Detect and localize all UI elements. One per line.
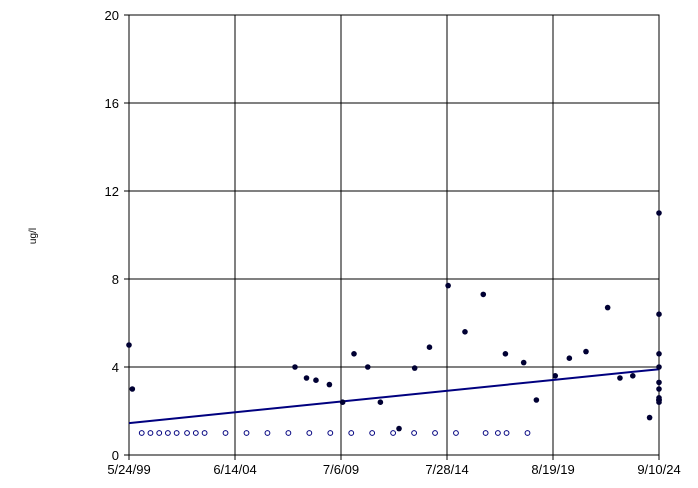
data-point [480,291,487,298]
nondetect-point [453,430,459,436]
data-point [445,282,451,289]
data-points [126,210,662,436]
data-point [364,364,371,370]
data-point [656,379,662,386]
x-axis-ticks: 5/24/99 6/14/04 7/6/09 7/28/14 8/19/19 9/10/2… [107,455,681,477]
nondetect-point [327,430,334,436]
data-point [629,373,636,379]
x-tick-label: 8/19/19 [531,462,574,477]
x-tick-label: 5/24/99 [107,462,150,477]
nondetect-point [369,430,376,436]
data-point [604,304,611,311]
data-point [292,364,298,370]
trend-line [128,368,660,425]
data-point [583,348,589,355]
grid [129,15,659,455]
nondetect-point [192,430,199,436]
data-point [502,351,509,357]
nondetect-point [411,430,418,436]
nondetect-point [494,430,501,436]
y-tick-label: 8 [112,272,119,287]
plot-area-border [128,14,660,456]
data-point [303,375,310,381]
nondetect-point [306,430,313,436]
data-point [462,329,468,335]
data-point [129,386,136,392]
data-point [656,210,662,216]
data-point [656,311,662,318]
nondetect-point [524,430,531,436]
data-point [339,399,346,406]
y-tick-label: 0 [112,448,119,463]
nondetect-point [503,430,510,436]
x-tick-label: 7/28/14 [425,462,468,477]
data-point [126,342,132,348]
y-tick-label: 16 [105,96,119,111]
data-point [656,386,662,392]
data-point [351,351,357,357]
nondetect-point [264,430,271,436]
data-point [326,381,333,388]
nondetect-point [222,430,229,436]
nondetect-point [285,430,292,436]
data-point [656,364,662,370]
nondetect-point [390,430,397,436]
nondetect-point [164,430,171,436]
data-point [377,399,384,406]
data-point [566,355,573,362]
nondetect-point [138,430,145,436]
nondetect-point [243,430,250,436]
x-tick-label: 7/6/09 [323,462,359,477]
data-point [656,397,662,403]
data-point [520,359,527,366]
nondetect-point [156,430,163,436]
nondetect-point [432,430,438,436]
data-point [396,425,402,432]
y-axis-label: ug/l [28,228,39,244]
nondetect-point [201,430,208,436]
y-tick-label: 12 [105,184,119,199]
y-tick-label: 4 [112,360,119,375]
data-point [656,351,662,357]
x-tick-label: 9/10/24 [637,462,680,477]
data-point [646,414,653,421]
x-tick-label: 6/14/04 [213,462,256,477]
data-point [533,397,540,403]
data-point [411,365,418,371]
nondetect-point [173,430,180,436]
data-point [426,344,433,351]
y-tick-label: 20 [105,8,119,23]
nondetect-point [147,430,154,436]
nondetect-point [348,430,355,436]
data-point [552,373,559,379]
nondetect-point [482,430,489,436]
nondetect-point [184,430,190,436]
data-point [313,377,319,384]
y-axis-ticks: 0 4 8 12 16 20 [105,8,129,463]
data-point [617,375,623,381]
trend-line-path [128,368,660,425]
